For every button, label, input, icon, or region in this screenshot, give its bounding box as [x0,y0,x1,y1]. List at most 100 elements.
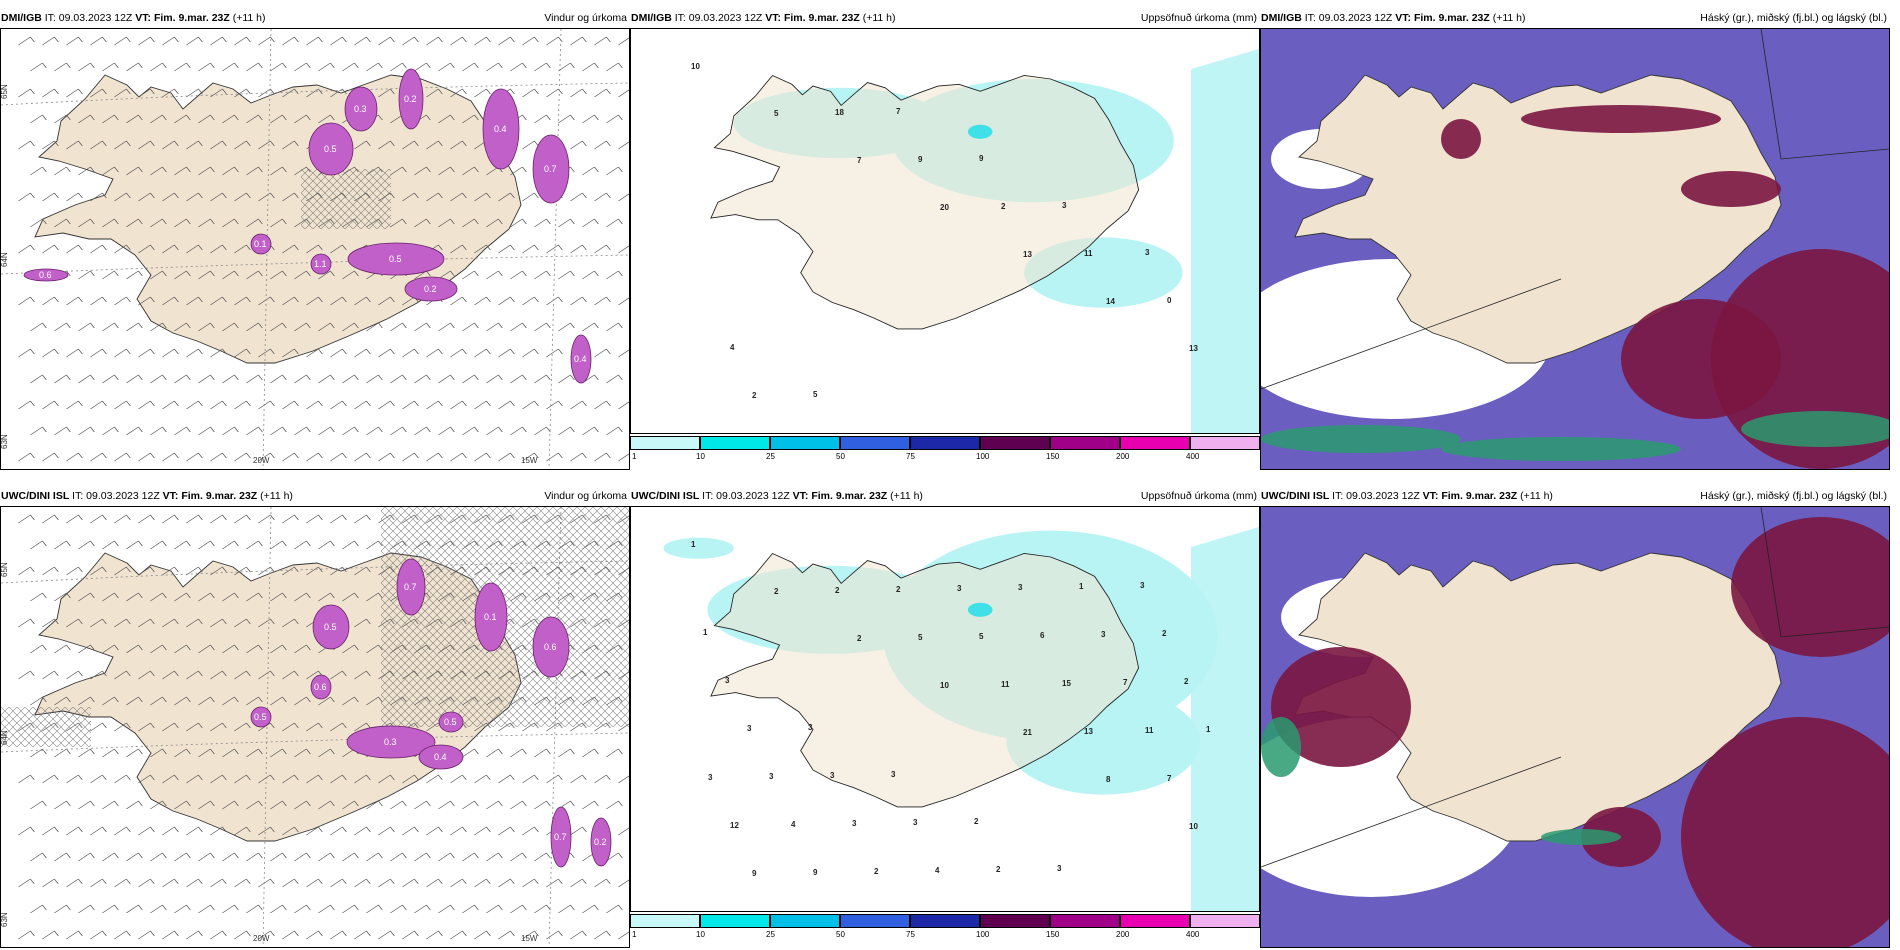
wind-barb [486,322,503,332]
wind-barb [138,88,155,98]
wind-barb [450,452,467,462]
wind-barb [90,244,107,254]
wind-barb [510,748,527,758]
wind-barb [66,36,83,46]
wind-barb [306,566,323,576]
wind-barb [138,774,155,784]
precip-colorbar: 1 10 25 50 75 100 150 200 400 [630,914,1260,939]
map-group [663,530,1218,808]
wind-barb [474,878,491,888]
wind-barb [174,322,191,332]
boundary-line [1261,278,1562,390]
wind-barb [294,904,311,914]
wind-barb [30,166,47,176]
precip-amount: 3 [957,584,962,593]
precip-amount: 3 [1145,248,1150,257]
wind-barb [174,592,191,602]
wind-barb [186,930,203,940]
lead-time: (+11 h) [232,12,266,24]
wind-barb [342,426,359,436]
wind-barb [90,88,107,98]
wind-barb [270,904,287,914]
wind-barb [162,140,179,150]
precip-label: 0.2 [404,94,417,104]
wind-barb [150,592,167,602]
wind-barb [558,904,575,914]
wind-barb [426,88,443,98]
wind-barb [342,696,359,706]
wind-barb [126,748,143,758]
wind-barb [366,800,383,810]
wind-barb [354,670,371,680]
wind-barb [330,244,347,254]
precip-shade [1191,527,1259,911]
precip-amount: 13 [1189,344,1198,353]
wind-barb [294,270,311,280]
wind-barb [378,400,395,410]
wind-barb [66,774,83,784]
wind-barb [270,748,287,758]
wind-barb [30,748,47,758]
panel-title: Vindur og úrkoma [544,490,627,502]
wind-barb [522,774,539,784]
wind-barb [426,192,443,202]
wind-barb [42,878,59,888]
wind-barb [90,774,107,784]
wind-barb [150,62,167,72]
wind-barb [546,930,563,940]
wind-barb [594,244,611,254]
wind-barb [354,400,371,410]
precip-amount: 1 [703,628,708,637]
lead-time: (+11 h) [1520,490,1553,502]
wind-barb [450,878,467,888]
wind-barb [342,852,359,862]
wind-barb [498,348,515,358]
wind-barb [66,930,83,940]
panel-uwc-cloud: UWC/DINI ISL IT: 09.03.2023 12Z VT: Fim.… [1260,486,1890,948]
wind-barb [462,322,479,332]
wind-barb [606,374,623,384]
valid-time: Fim. 9.mar. 23Z [181,490,258,502]
wind-barb [342,270,359,280]
colorbar-label: 75 [906,930,915,939]
wind-barb [114,878,131,888]
wind-barb [174,540,191,550]
wind-barb [342,904,359,914]
precip-amount: 3 [1101,630,1106,639]
wind-barb [210,618,227,628]
wind-barb [78,322,95,332]
wind-barb [546,878,563,888]
init-time: IT: 09.03.2023 12Z [674,12,763,24]
wind-barb [294,374,311,384]
wind-barb [174,374,191,384]
wind-barb [570,400,587,410]
vt-label: VT: [792,490,809,502]
valid-time: Fim. 9.mar. 23Z [1413,12,1490,24]
wind-barb [138,618,155,628]
wind-barb [330,296,347,306]
mid-cloud-area [1621,299,1781,419]
mid-cloud-area [1271,647,1411,767]
precip-label: 1.1 [314,259,327,269]
wind-barb [414,904,431,914]
wind-barb [258,566,275,576]
wind-barb [102,852,119,862]
wind-barb [378,878,395,888]
wind-barb [78,748,95,758]
wind-barb [450,192,467,202]
wind-barb [234,192,251,202]
wind-barb [426,36,443,46]
wind-barb [138,192,155,202]
precip-amount: 5 [774,109,779,118]
wind-barb [402,774,419,784]
wind-barb [510,166,527,176]
wind-barb [126,114,143,124]
wind-barb [246,62,263,72]
wind-barb [162,722,179,732]
panel-dmi-accum: DMI/IGB IT: 09.03.2023 12Z VT: Fim. 9.ma… [630,8,1260,470]
wind-barb [390,904,407,914]
wind-barb [162,930,179,940]
cloud-cover-map [1260,28,1890,470]
low-cloud-area [1741,411,1889,447]
wind-barb [618,775,629,784]
